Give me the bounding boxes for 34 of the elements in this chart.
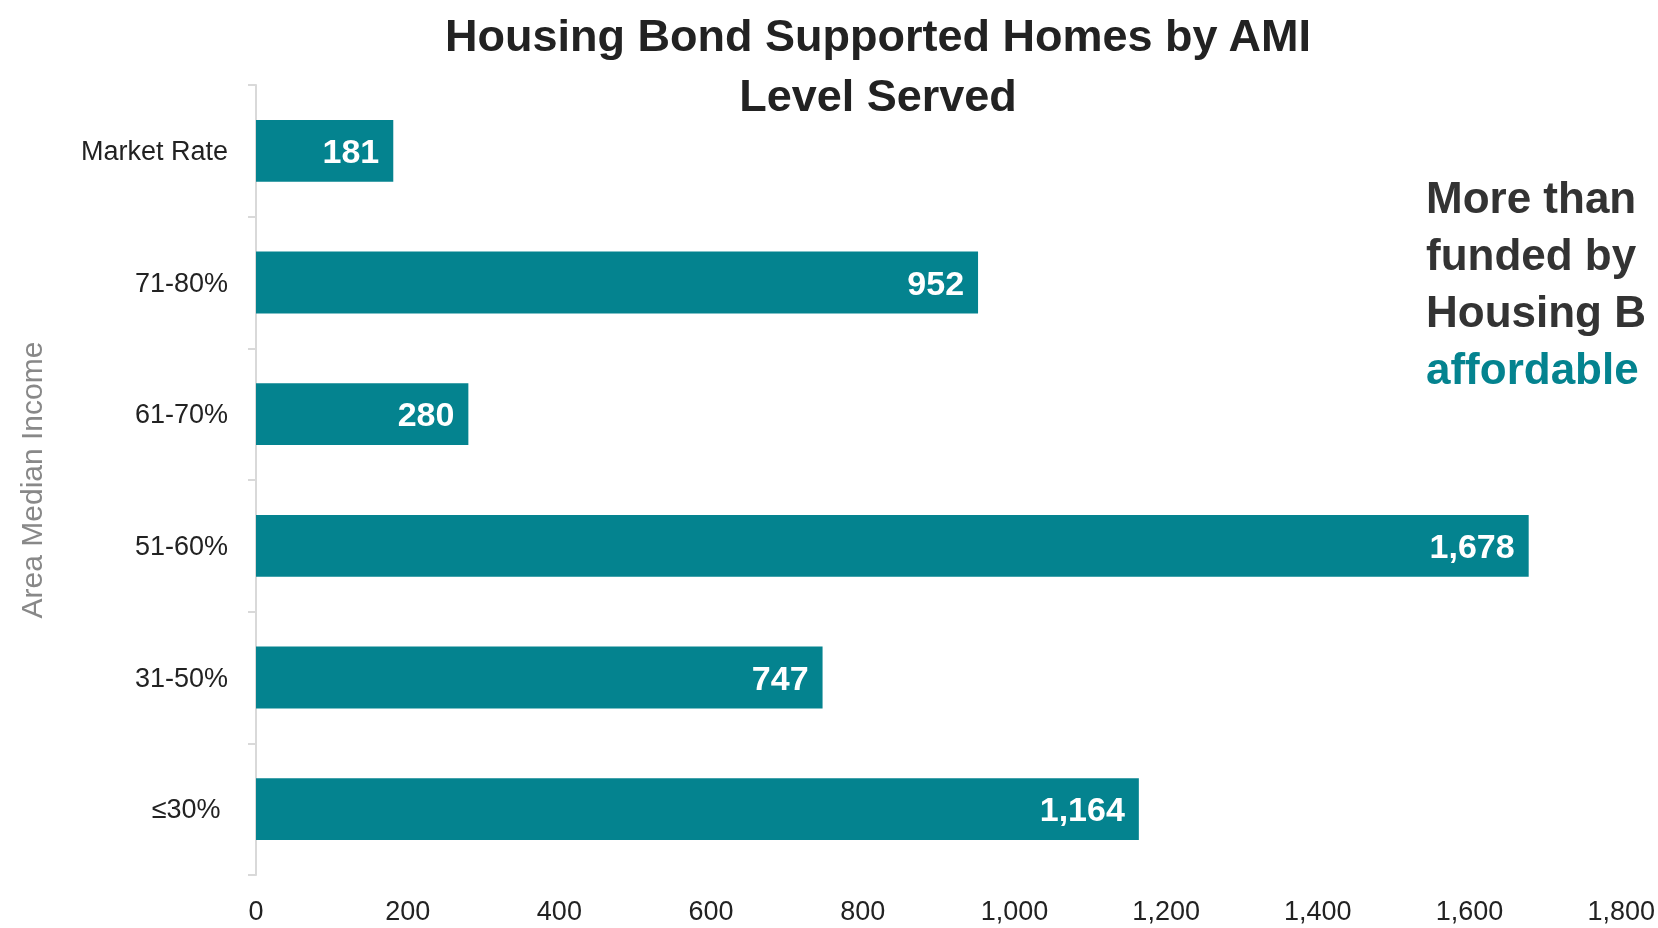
annotation: More than [1426,172,1637,222]
data-label: 280 [397,395,455,434]
y-tick-label: ≤30% [151,794,228,825]
data-label: 747 [751,658,809,697]
y-tick-label: 61-70% [134,399,228,430]
data-label: 1,164 [1039,790,1125,829]
y-tick-label: 71-80% [134,267,228,298]
x-tick-label: 200 [385,895,431,926]
y-tick-label: 51-60% [134,530,228,561]
y-tick-label: 31-50% [134,662,228,693]
x-tick-label: 1,400 [1284,895,1352,926]
chart-title: Housing Bond Supported Homes by AMI Level Served [445,9,1311,121]
x-tick-label: 1,600 [1435,895,1504,926]
annotation: funded by [1426,229,1637,279]
bar [256,383,469,446]
x-tick-label: 800 [840,895,886,926]
y-axis-title: Area Median Income [14,341,48,619]
bar [256,778,1139,841]
data-label: 952 [907,263,965,302]
x-tick-label: 0 [248,895,264,926]
y-tick-label: Market Rate [80,135,228,166]
x-tick-label: 1,200 [1132,895,1200,926]
bar [256,514,1529,577]
annotation: Housing B [1426,286,1646,336]
x-tick-label: 1,000 [980,895,1049,926]
data-label: 181 [322,131,380,170]
x-tick-label: 600 [688,895,734,926]
bar [256,646,823,709]
bar [256,251,979,314]
bar [256,119,394,182]
x-tick-label: 400 [536,895,582,926]
data-label: 1,678 [1429,526,1515,565]
annotation: affordable [1426,343,1639,393]
x-tick-label: 1,800 [1587,895,1656,926]
